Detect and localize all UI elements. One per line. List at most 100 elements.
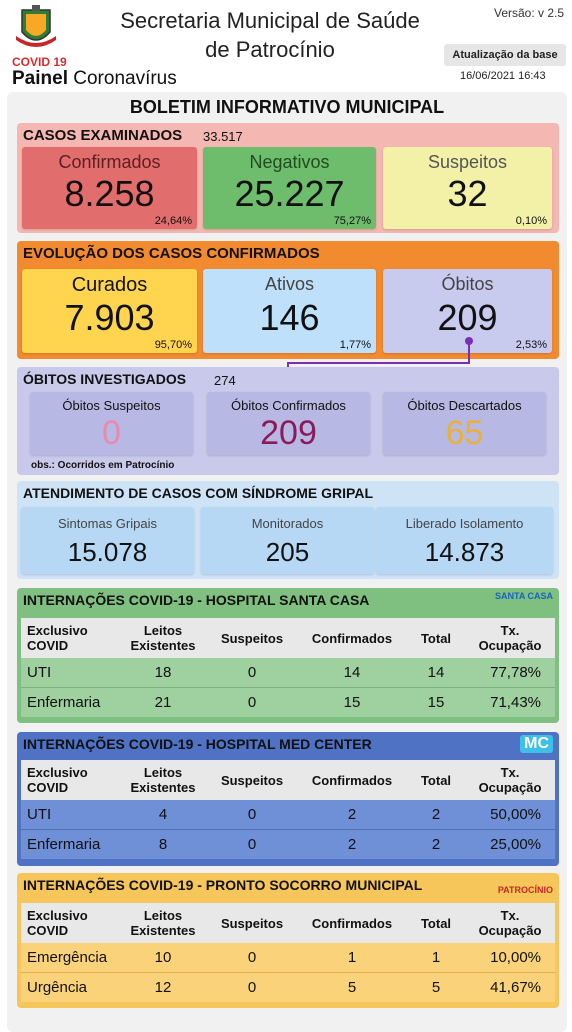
- table-row: Emergência 10 0 1 1 10,00%: [21, 943, 555, 973]
- pronto-socorro-title: INTERNAÇÕES COVID-19 - PRONTO SOCORRO MU…: [23, 877, 423, 893]
- col-confirmados: Confirmados: [311, 772, 393, 788]
- cell-total: 2: [431, 806, 441, 823]
- ativos-card: Ativos 146 1,77%: [203, 269, 376, 353]
- cell-leitos: 12: [154, 979, 172, 996]
- version-label: Versão: v 2.5: [494, 6, 565, 20]
- evolucao-section: EVOLUÇÃO DOS CASOS CONFIRMADOS Curados 7…: [17, 241, 559, 359]
- cell-total: 5: [431, 979, 441, 996]
- col-covid: COVID: [27, 780, 69, 795]
- curados-value: 7.903: [64, 297, 155, 338]
- cell-suspeitos: 0: [247, 979, 257, 996]
- cell-total: 15: [427, 694, 445, 711]
- obitos-pct: 2,53%: [515, 339, 547, 351]
- table-row: Enfermaria 8 0 2 2 25,00%: [21, 829, 555, 859]
- col-total: Total: [420, 772, 452, 788]
- covid-label: COVID 19: [12, 55, 67, 69]
- cell-leitos: 18: [154, 664, 172, 681]
- col-ocupacao: Ocupação: [478, 923, 542, 938]
- obitos-descartados-label: Óbitos Descartados: [407, 398, 522, 413]
- obitos-descartados-card: Óbitos Descartados 65: [383, 392, 546, 455]
- col-existentes: Existentes: [130, 638, 196, 653]
- patrocinio-logo: PATROCÍNIO: [497, 885, 553, 895]
- col-covid: COVID: [27, 923, 69, 938]
- col-suspeitos: Suspeitos: [220, 630, 284, 646]
- cell-taxa: 25,00%: [490, 836, 541, 853]
- sintomas-label: Sintomas Gripais: [58, 516, 157, 531]
- col-suspeitos: Suspeitos: [220, 772, 284, 788]
- boletim-title: BOLETIM INFORMATIVO MUNICIPAL: [129, 97, 445, 117]
- cell-suspeitos: 0: [247, 694, 257, 711]
- cell-confirmados: 15: [343, 694, 361, 711]
- painel-bold: Painel: [12, 68, 68, 89]
- title-line1: Secretaria Municipal de Saúde: [120, 8, 420, 33]
- cell-taxa: 77,78%: [490, 664, 541, 681]
- confirmados-card: Confirmados 8.258 24,64%: [22, 147, 197, 229]
- col-ocupacao: Ocupação: [478, 638, 542, 653]
- col-leitos: Leitos: [143, 623, 183, 638]
- col-existentes: Existentes: [130, 923, 196, 938]
- update-base-button[interactable]: Atualização da base: [444, 44, 566, 66]
- cell-tipo: Enfermaria: [27, 836, 101, 853]
- investigados-title: ÓBITOS INVESTIGADOS: [23, 371, 187, 387]
- cell-suspeitos: 0: [247, 664, 257, 681]
- cell-confirmados: 14: [343, 664, 361, 681]
- suspeitos-card: Suspeitos 32 0,10%: [383, 147, 552, 229]
- obitos-investigados-section: ÓBITOS INVESTIGADOS 274 Óbitos Suspeitos…: [17, 367, 559, 475]
- curados-label: Curados: [71, 274, 148, 296]
- med-center-logo: MC: [520, 735, 553, 753]
- atendimento-section: ATENDIMENTO DE CASOS COM SÍNDROME GRIPAL…: [17, 481, 559, 579]
- cell-leitos: 8: [158, 836, 168, 853]
- cell-tipo: UTI: [27, 806, 52, 823]
- cell-confirmados: 2: [347, 836, 357, 853]
- cell-total: 2: [431, 836, 441, 853]
- table-row: Urgência 12 0 5 5 41,67%: [21, 972, 555, 1002]
- obitos-descartados-value: 65: [445, 414, 484, 452]
- ativos-value: 146: [259, 297, 320, 338]
- cell-taxa: 71,43%: [490, 694, 541, 711]
- santa-casa-logo: SANTA CASA: [495, 591, 553, 601]
- cell-leitos: 10: [154, 949, 172, 966]
- ativos-pct: 1,77%: [339, 339, 371, 351]
- cell-taxa: 10,00%: [490, 949, 541, 966]
- col-tx: Tx.: [500, 765, 520, 780]
- santa-casa-title: INTERNAÇÕES COVID-19 - HOSPITAL SANTA CA…: [23, 592, 370, 608]
- title-line2: de Patrocínio: [205, 37, 335, 62]
- cell-total: 14: [427, 664, 445, 681]
- obitos-value: 209: [437, 297, 498, 338]
- page-title: Secretaria Municipal de Saúde de Patrocí…: [100, 6, 440, 64]
- negativos-card: Negativos 25.227 75,27%: [203, 147, 376, 229]
- cell-tipo: UTI: [27, 664, 52, 681]
- cell-leitos: 4: [158, 806, 168, 823]
- cell-suspeitos: 0: [247, 806, 257, 823]
- monitorados-value: 205: [265, 537, 310, 567]
- painel-label: Painel Coronavírus: [12, 68, 177, 90]
- med-center-section: INTERNAÇÕES COVID-19 - HOSPITAL MED CENT…: [17, 732, 559, 866]
- col-exclusivo: Exclusivo: [27, 623, 88, 638]
- negativos-value: 25.227: [234, 173, 345, 214]
- negativos-pct: 75,27%: [333, 215, 371, 227]
- col-leitos: Leitos: [143, 765, 183, 780]
- cell-suspeitos: 0: [247, 836, 257, 853]
- pronto-socorro-section: INTERNAÇÕES COVID-19 - PRONTO SOCORRO MU…: [17, 873, 559, 1008]
- table-header: Exclusivo COVID Leitos Existentes Suspeito…: [21, 903, 555, 943]
- col-exclusivo: Exclusivo: [27, 908, 88, 923]
- cell-tipo: Emergência: [27, 949, 108, 966]
- city-coat-of-arms-logo: [12, 4, 60, 52]
- confirmados-value: 8.258: [64, 173, 155, 214]
- col-suspeitos: Suspeitos: [220, 915, 284, 931]
- negativos-label: Negativos: [249, 152, 330, 172]
- cell-tipo: Urgência: [27, 979, 88, 996]
- casos-examinados-section: CASOS EXAMINADOS 33.517 Confirmados 8.25…: [17, 123, 559, 233]
- confirmados-pct: 24,64%: [154, 215, 192, 227]
- update-datetime: 16/06/2021 16:43: [460, 70, 546, 82]
- col-ocupacao: Ocupação: [478, 780, 542, 795]
- med-center-table: Exclusivo COVID Leitos Existentes Suspeito…: [21, 760, 555, 859]
- med-center-title: INTERNAÇÕES COVID-19 - HOSPITAL MED CENT…: [23, 736, 372, 752]
- cell-leitos: 21: [154, 694, 172, 711]
- table-row: Enfermaria 21 0 15 15 71,43%: [21, 687, 555, 717]
- col-tx: Tx.: [500, 908, 520, 923]
- casos-total: 33.517: [203, 129, 243, 144]
- col-confirmados: Confirmados: [311, 915, 393, 931]
- suspeitos-label: Suspeitos: [427, 152, 508, 172]
- table-header: Exclusivo COVID Leitos Existentes Suspeito…: [21, 618, 555, 658]
